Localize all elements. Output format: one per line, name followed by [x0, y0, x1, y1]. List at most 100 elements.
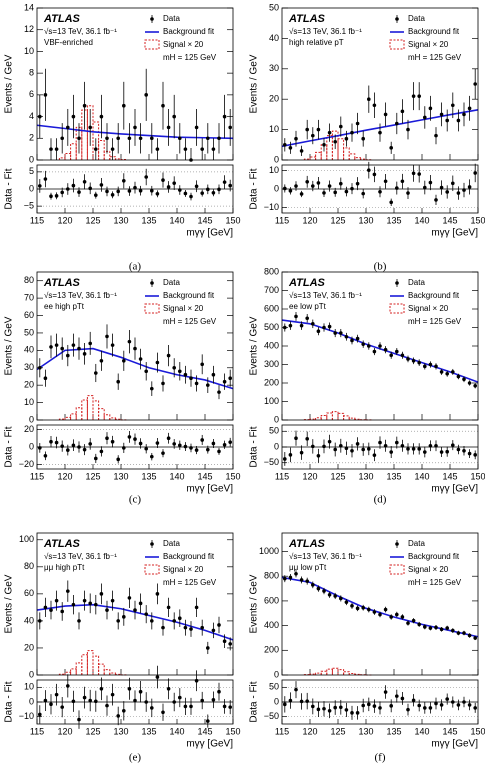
data-point [122, 615, 126, 619]
residual-point [183, 191, 188, 196]
data-point [217, 623, 221, 627]
data-point [77, 619, 81, 623]
signal-bin [58, 418, 66, 420]
signal-bin [337, 669, 345, 675]
residual-point [378, 706, 382, 710]
y-tick-label: 40 [24, 345, 34, 355]
residual-point [183, 704, 188, 709]
signal-bin [320, 415, 328, 420]
y-tick-label: 300 [264, 359, 279, 369]
residual-point [200, 438, 204, 442]
residual-point [217, 689, 221, 694]
residual-point [127, 687, 132, 691]
data-point [467, 381, 472, 385]
data-point [372, 103, 377, 108]
data-point [43, 93, 48, 97]
residual-point [200, 191, 204, 195]
residual-point [110, 439, 115, 444]
data-point [172, 365, 176, 370]
data-point [327, 130, 332, 135]
y-tick-label: 70 [24, 292, 34, 302]
residual-point [283, 702, 287, 707]
x-tick-label: 130 [358, 726, 373, 736]
caption: (f) [375, 752, 386, 764]
data-point [339, 124, 343, 129]
data-point [88, 601, 92, 606]
data-point [367, 344, 371, 348]
residual-point [339, 443, 343, 448]
energy-label: √s=13 TeV, 36.1 fb⁻¹ [44, 552, 117, 561]
residual-point [82, 447, 87, 452]
data-point [189, 376, 193, 381]
x-tick-label: 140 [169, 726, 184, 736]
data-point [283, 576, 287, 581]
residual-point [322, 444, 326, 449]
data-point [288, 323, 293, 328]
data-point [361, 342, 366, 346]
legend-data-marker [150, 542, 154, 546]
legend-label: Signal × 20 [163, 304, 204, 313]
category-label: VBF-enriched [44, 38, 93, 47]
y-axis-label: Events / GeV [249, 574, 260, 633]
residual-point [144, 700, 148, 704]
residual-point [456, 703, 461, 707]
residual-point [200, 698, 204, 703]
residual-point [60, 190, 64, 195]
data-point [116, 136, 120, 141]
data-point [211, 628, 216, 633]
signal-bin [70, 668, 77, 675]
residual-point [166, 185, 171, 189]
x-tick-label: 135 [386, 471, 401, 481]
residual-point [183, 444, 188, 449]
signal-bin [348, 153, 356, 160]
residual-point [467, 185, 472, 189]
x-tick-label: 130 [358, 215, 373, 225]
residual-point [228, 183, 232, 188]
residual-point [400, 179, 405, 184]
residual-point [155, 675, 160, 679]
data-point [339, 331, 343, 335]
atlas-label: ATLAS [43, 538, 81, 550]
residual-point [361, 703, 366, 708]
data-point [395, 349, 399, 354]
data-point [311, 133, 315, 138]
data-point [66, 589, 70, 593]
y-tick-label: 30 [269, 63, 279, 73]
residual-point [288, 189, 293, 193]
y-tick-label: 80 [24, 561, 34, 571]
residual-point [71, 183, 76, 188]
residual-point [38, 184, 42, 188]
legend-data-marker [395, 281, 399, 285]
residual-point [283, 186, 287, 191]
residual-point [43, 698, 48, 703]
data-point [166, 125, 171, 130]
data-point [445, 118, 450, 123]
data-point [283, 143, 287, 147]
residual-point [82, 695, 87, 700]
residual-point [439, 450, 444, 454]
x-tick-label: 140 [169, 471, 184, 481]
data-point [383, 607, 388, 612]
residual-point [299, 450, 304, 455]
data-point [94, 147, 98, 151]
data-point [127, 136, 132, 141]
data-point [138, 357, 143, 361]
residual-point [54, 692, 59, 697]
residual-frame [281, 679, 479, 725]
residual-point [161, 451, 165, 455]
data-point [355, 606, 360, 611]
signal-bin [303, 158, 311, 160]
signal-bin [309, 673, 317, 675]
y-tick-label: 0 [274, 669, 279, 679]
data-point [400, 353, 405, 358]
data-point [49, 608, 53, 612]
signal-bin [70, 143, 77, 160]
data-point [361, 605, 366, 610]
residual-point [88, 442, 92, 446]
data-point [144, 612, 148, 616]
data-point [417, 94, 422, 98]
data-point [288, 146, 293, 150]
residual-point [434, 701, 438, 706]
atlas-label: ATLAS [288, 538, 326, 550]
y-tick-label: 400 [264, 620, 279, 630]
